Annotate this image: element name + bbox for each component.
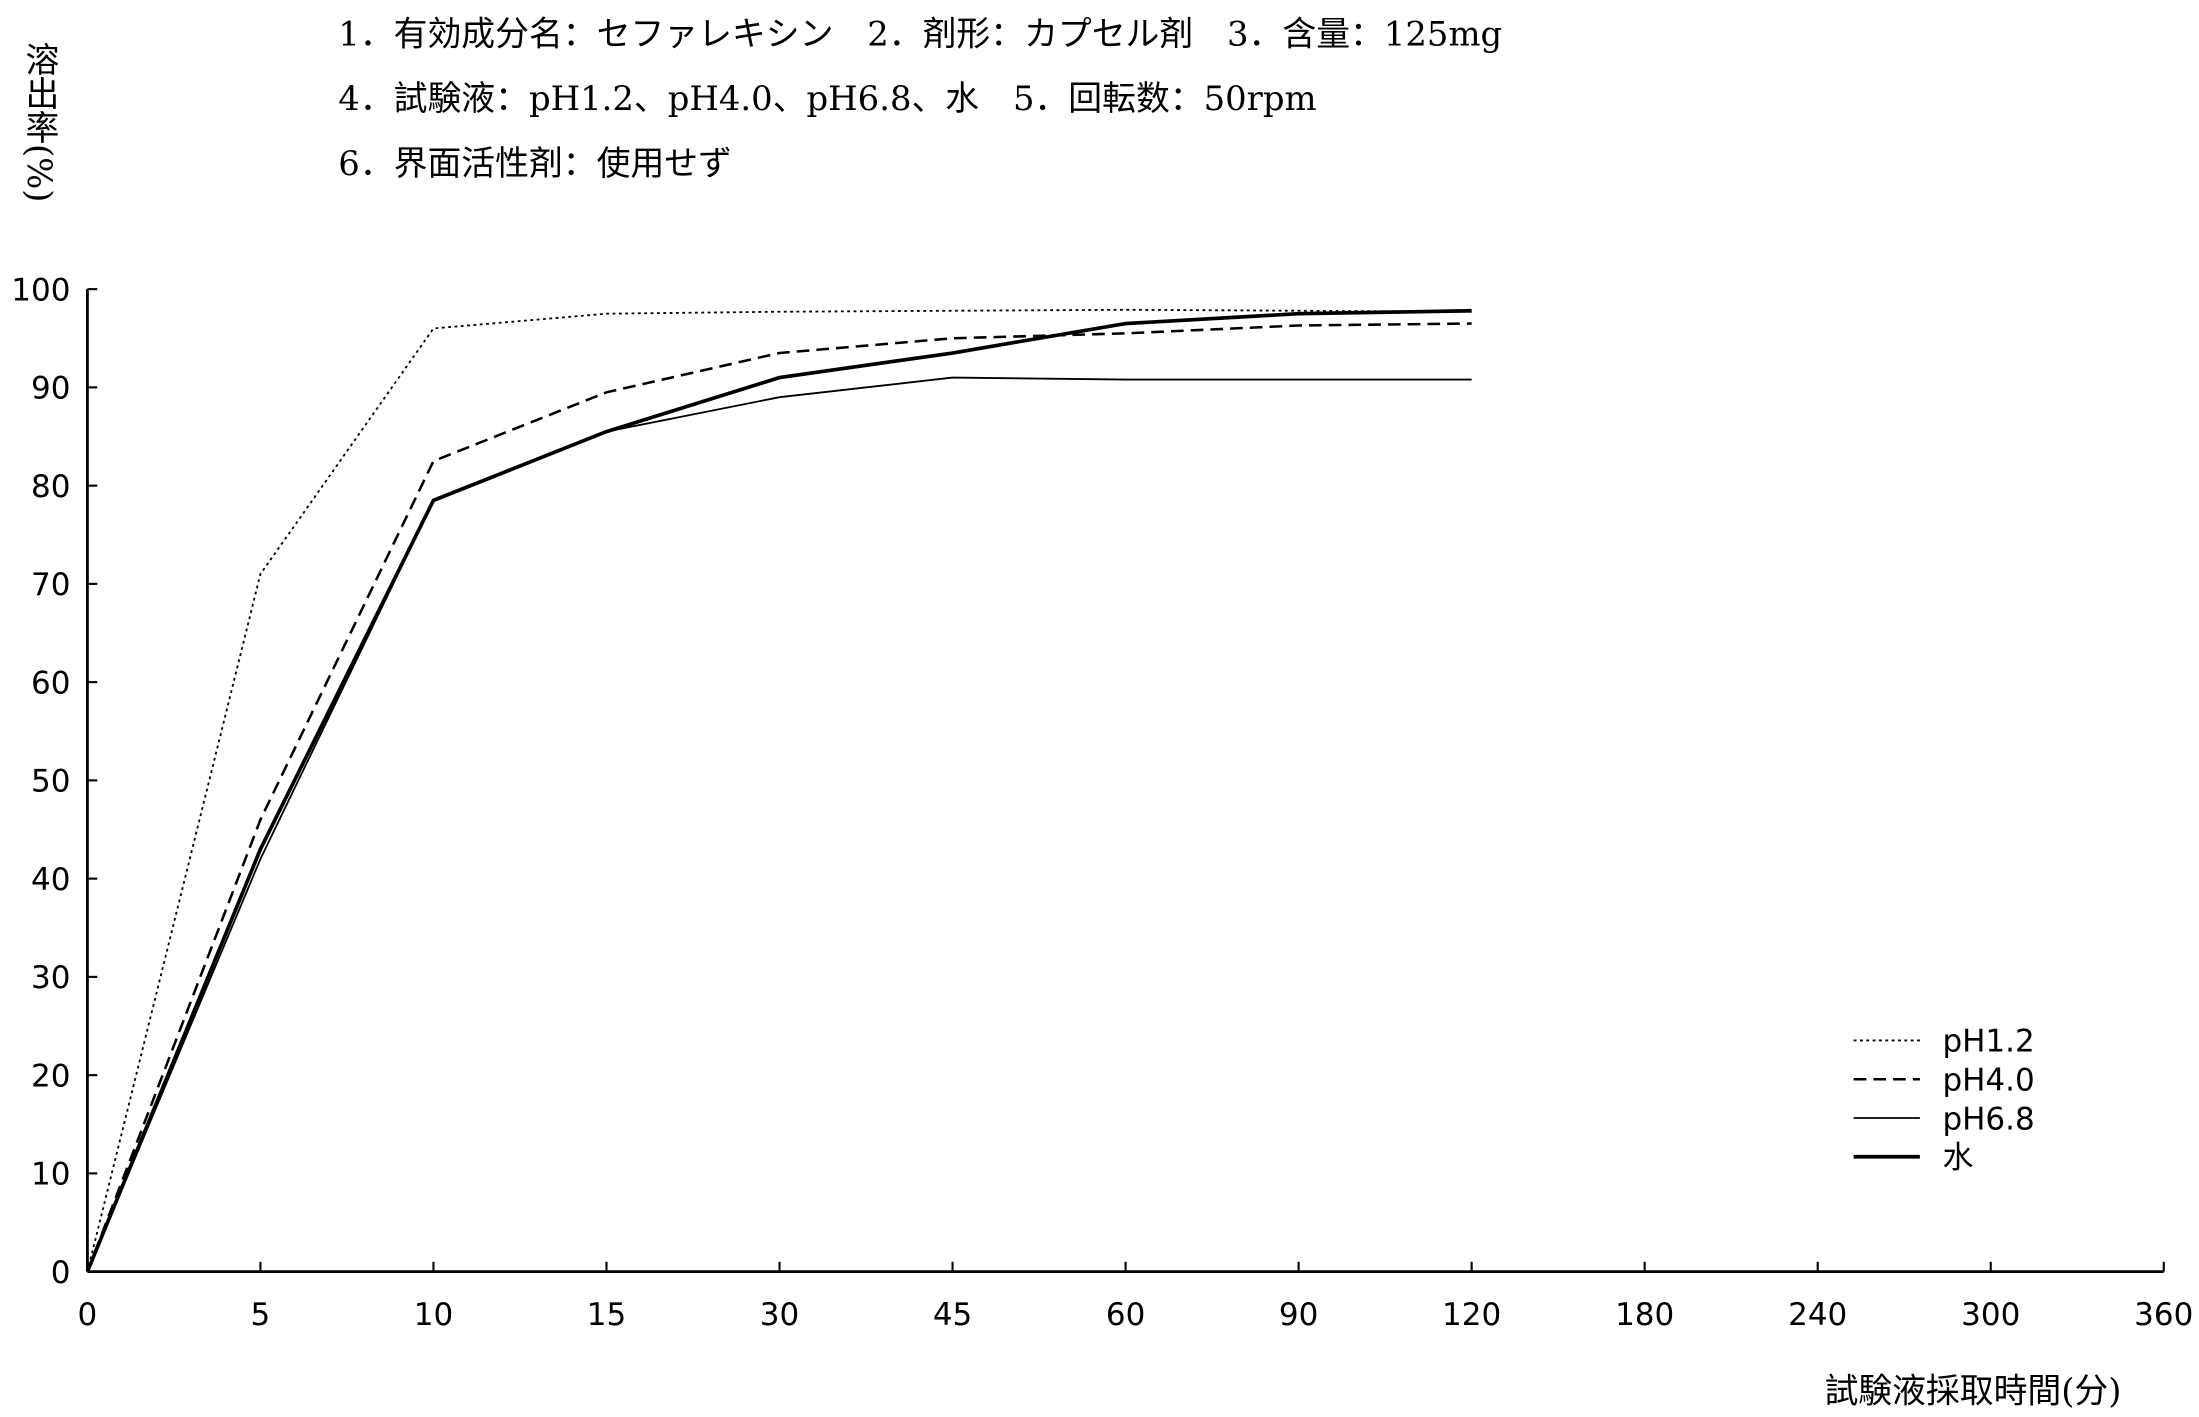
series-line-pH4.0 [86, 322, 1472, 1273]
y-tick-label: 50 [31, 764, 70, 800]
series-line-pH6.8 [86, 376, 1472, 1272]
x-tick-label: 45 [933, 1297, 972, 1333]
legend-label: pH4.0 [1942, 1063, 2034, 1099]
y-tick-label: 100 [11, 272, 70, 308]
y-tick-label: 30 [31, 960, 70, 996]
y-tick-label: 10 [31, 1157, 70, 1193]
x-tick-label: 30 [760, 1297, 799, 1333]
y-tick-label: 60 [31, 665, 70, 701]
x-tick-label: 120 [1442, 1297, 1501, 1333]
y-axis-label: 溶出率(%) [20, 42, 59, 202]
test-conditions: 1．有効成分名：セファレキシン 2．剤形：カプセル剤 3．含量：125mg 4．… [338, 14, 1502, 183]
x-tick-label: 0 [78, 1297, 98, 1333]
x-axis-label: 試験液採取時間(分) [1824, 1372, 2121, 1411]
y-tick-label: 80 [31, 469, 70, 505]
x-tick-label: 5 [251, 1297, 271, 1333]
condition-line-3: 6．界面活性剤：使用せず [338, 144, 732, 183]
condition-line-1: 1．有効成分名：セファレキシン 2．剤形：カプセル剤 3．含量：125mg [338, 14, 1502, 53]
x-tick-label: 90 [1279, 1297, 1318, 1333]
x-tick-label: 15 [587, 1297, 626, 1333]
y-tick-label: 0 [51, 1255, 71, 1291]
y-tick-label: 90 [31, 371, 70, 407]
legend-label: pH1.2 [1942, 1024, 2034, 1060]
x-tick-label: 60 [1106, 1297, 1145, 1333]
y-tick-label: 70 [31, 567, 70, 603]
series-line-水 [85, 308, 1472, 1273]
x-tick-label: 240 [1788, 1297, 1847, 1333]
legend-label: 水 [1942, 1140, 1973, 1176]
legend-label: pH6.8 [1942, 1101, 2034, 1137]
y-tick-label: 20 [31, 1058, 70, 1094]
x-tick-label: 180 [1615, 1297, 1674, 1333]
y-tick-label: 40 [31, 862, 70, 898]
x-tick-label: 360 [2134, 1297, 2193, 1333]
series-line-pH1.2 [86, 308, 1472, 1272]
x-tick-label: 10 [414, 1297, 453, 1333]
x-tick-label: 300 [1961, 1297, 2020, 1333]
condition-line-2: 4．試験液：pH1.2、pH4.0、pH6.8、水 5．回転数：50rpm [338, 79, 1316, 118]
